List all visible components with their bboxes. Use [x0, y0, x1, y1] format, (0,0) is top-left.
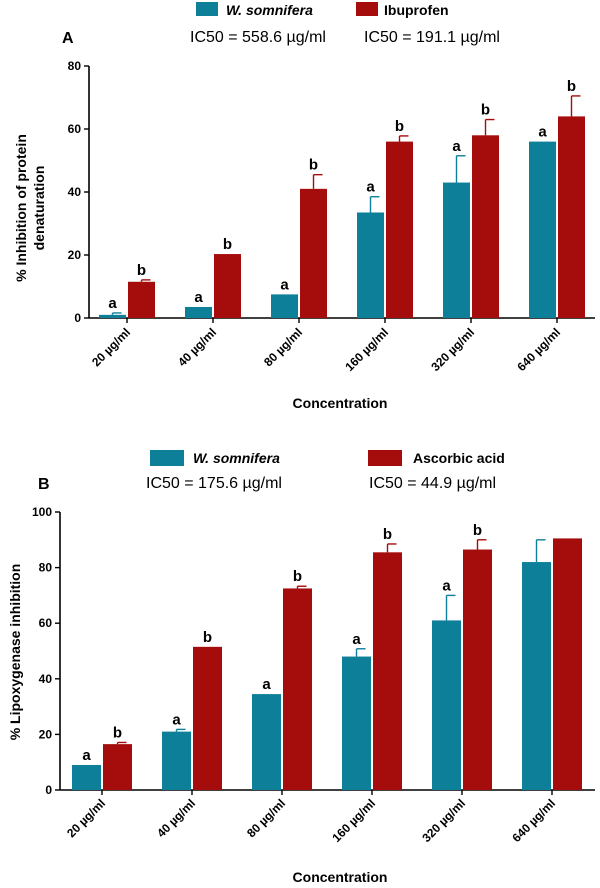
legend-label: W. somnifera: [193, 450, 280, 466]
y-axis-label: % Inhibition of protein: [13, 134, 29, 282]
ic50-label: IC50 = 44.9 µg/ml: [369, 475, 496, 492]
ic50-label: IC50 = 175.6 µg/ml: [146, 475, 282, 492]
significance-letter: a: [452, 138, 461, 155]
bar: [342, 656, 371, 790]
significance-letter: a: [280, 276, 289, 293]
x-tick-label: 80 µg/ml: [261, 325, 305, 369]
ic50-label: IC50 = 191.1 µg/ml: [364, 29, 500, 46]
y-axis-label: % Lipoxygenase inhibition: [7, 564, 23, 741]
significance-letter: a: [108, 295, 117, 312]
bar: [522, 562, 551, 790]
legend-swatch: [196, 2, 218, 16]
bar: [472, 135, 499, 318]
significance-letter: b: [481, 102, 490, 119]
y-tick-label: 0: [45, 783, 52, 797]
y-tick-label: 80: [39, 561, 53, 575]
significance-letter: b: [293, 568, 302, 585]
bar: [193, 646, 222, 790]
x-tick-label: 40 µg/ml: [154, 796, 198, 840]
significance-letter: b: [395, 118, 404, 135]
y-tick-label: 60: [39, 616, 53, 630]
legend-label: Ascorbic acid: [413, 450, 505, 466]
bar: [162, 731, 191, 790]
chart-panel-a: A W. somnifera IC50 = 558.6 µg/ml Ibuprofen…: [13, 2, 595, 411]
bar: [553, 538, 582, 790]
y-tick-label: 60: [68, 122, 82, 136]
bar: [373, 552, 402, 790]
panel-label: A: [62, 30, 74, 47]
y-tick-label: 20: [39, 727, 53, 741]
y-tick-label: 100: [32, 505, 52, 519]
legend-label: W. somnifera: [226, 2, 313, 18]
bar: [386, 141, 413, 318]
bar: [271, 294, 298, 318]
bar: [558, 116, 585, 319]
bar: [99, 314, 126, 318]
bar: [463, 549, 492, 790]
significance-letter: b: [309, 157, 318, 174]
significance-letter: a: [194, 289, 203, 306]
x-tick-label: 20 µg/ml: [89, 325, 133, 369]
legend-label: Ibuprofen: [384, 2, 449, 18]
x-axis-label: Concentration: [293, 395, 388, 411]
bar: [252, 694, 281, 790]
x-tick-label: 40 µg/ml: [175, 325, 219, 369]
bar: [283, 588, 312, 790]
significance-letter: b: [137, 262, 146, 279]
x-axis-label: Concentration: [293, 869, 388, 885]
x-tick-label: 320 µg/ml: [428, 325, 477, 374]
bar: [443, 182, 470, 318]
legend-swatch: [356, 2, 378, 16]
bar: [128, 281, 155, 318]
significance-letter: b: [383, 526, 392, 543]
panel-label: B: [38, 476, 50, 493]
significance-letter: b: [567, 78, 576, 95]
y-tick-label: 80: [68, 59, 82, 73]
x-tick-label: 160 µg/ml: [329, 796, 378, 845]
significance-letter: a: [82, 747, 91, 764]
x-tick-label: 80 µg/ml: [244, 796, 288, 840]
y-tick-label: 20: [68, 248, 82, 262]
significance-letter: b: [473, 522, 482, 539]
bar: [357, 212, 384, 318]
y-axis-label: denaturation: [31, 166, 47, 251]
significance-letter: a: [366, 179, 375, 196]
significance-letter: a: [352, 631, 361, 648]
bar: [529, 141, 556, 318]
significance-letter: a: [262, 676, 271, 693]
x-tick-label: 640 µg/ml: [509, 796, 558, 845]
significance-letter: b: [113, 724, 122, 741]
significance-letter: b: [203, 629, 212, 646]
legend-swatch: [368, 450, 402, 466]
significance-letter: a: [442, 577, 451, 594]
y-tick-label: 40: [39, 672, 53, 686]
ic50-label: IC50 = 558.6 µg/ml: [190, 29, 326, 46]
x-tick-label: 160 µg/ml: [342, 325, 391, 374]
bar: [214, 254, 241, 318]
bar: [300, 188, 327, 318]
bar: [185, 306, 212, 318]
x-tick-label: 20 µg/ml: [64, 796, 108, 840]
significance-letter: a: [172, 711, 181, 728]
bar: [103, 744, 132, 790]
significance-letter: b: [223, 236, 232, 253]
bar: [72, 764, 101, 790]
x-tick-label: 320 µg/ml: [419, 796, 468, 845]
legend-swatch: [150, 450, 184, 466]
chart-panel-b: B W. somnifera IC50 = 175.6 µg/ml Ascorbic …: [7, 450, 595, 885]
x-tick-label: 640 µg/ml: [514, 325, 563, 374]
y-tick-label: 0: [74, 311, 81, 325]
bar: [432, 620, 461, 790]
significance-letter: a: [538, 124, 547, 141]
y-tick-label: 40: [68, 185, 82, 199]
